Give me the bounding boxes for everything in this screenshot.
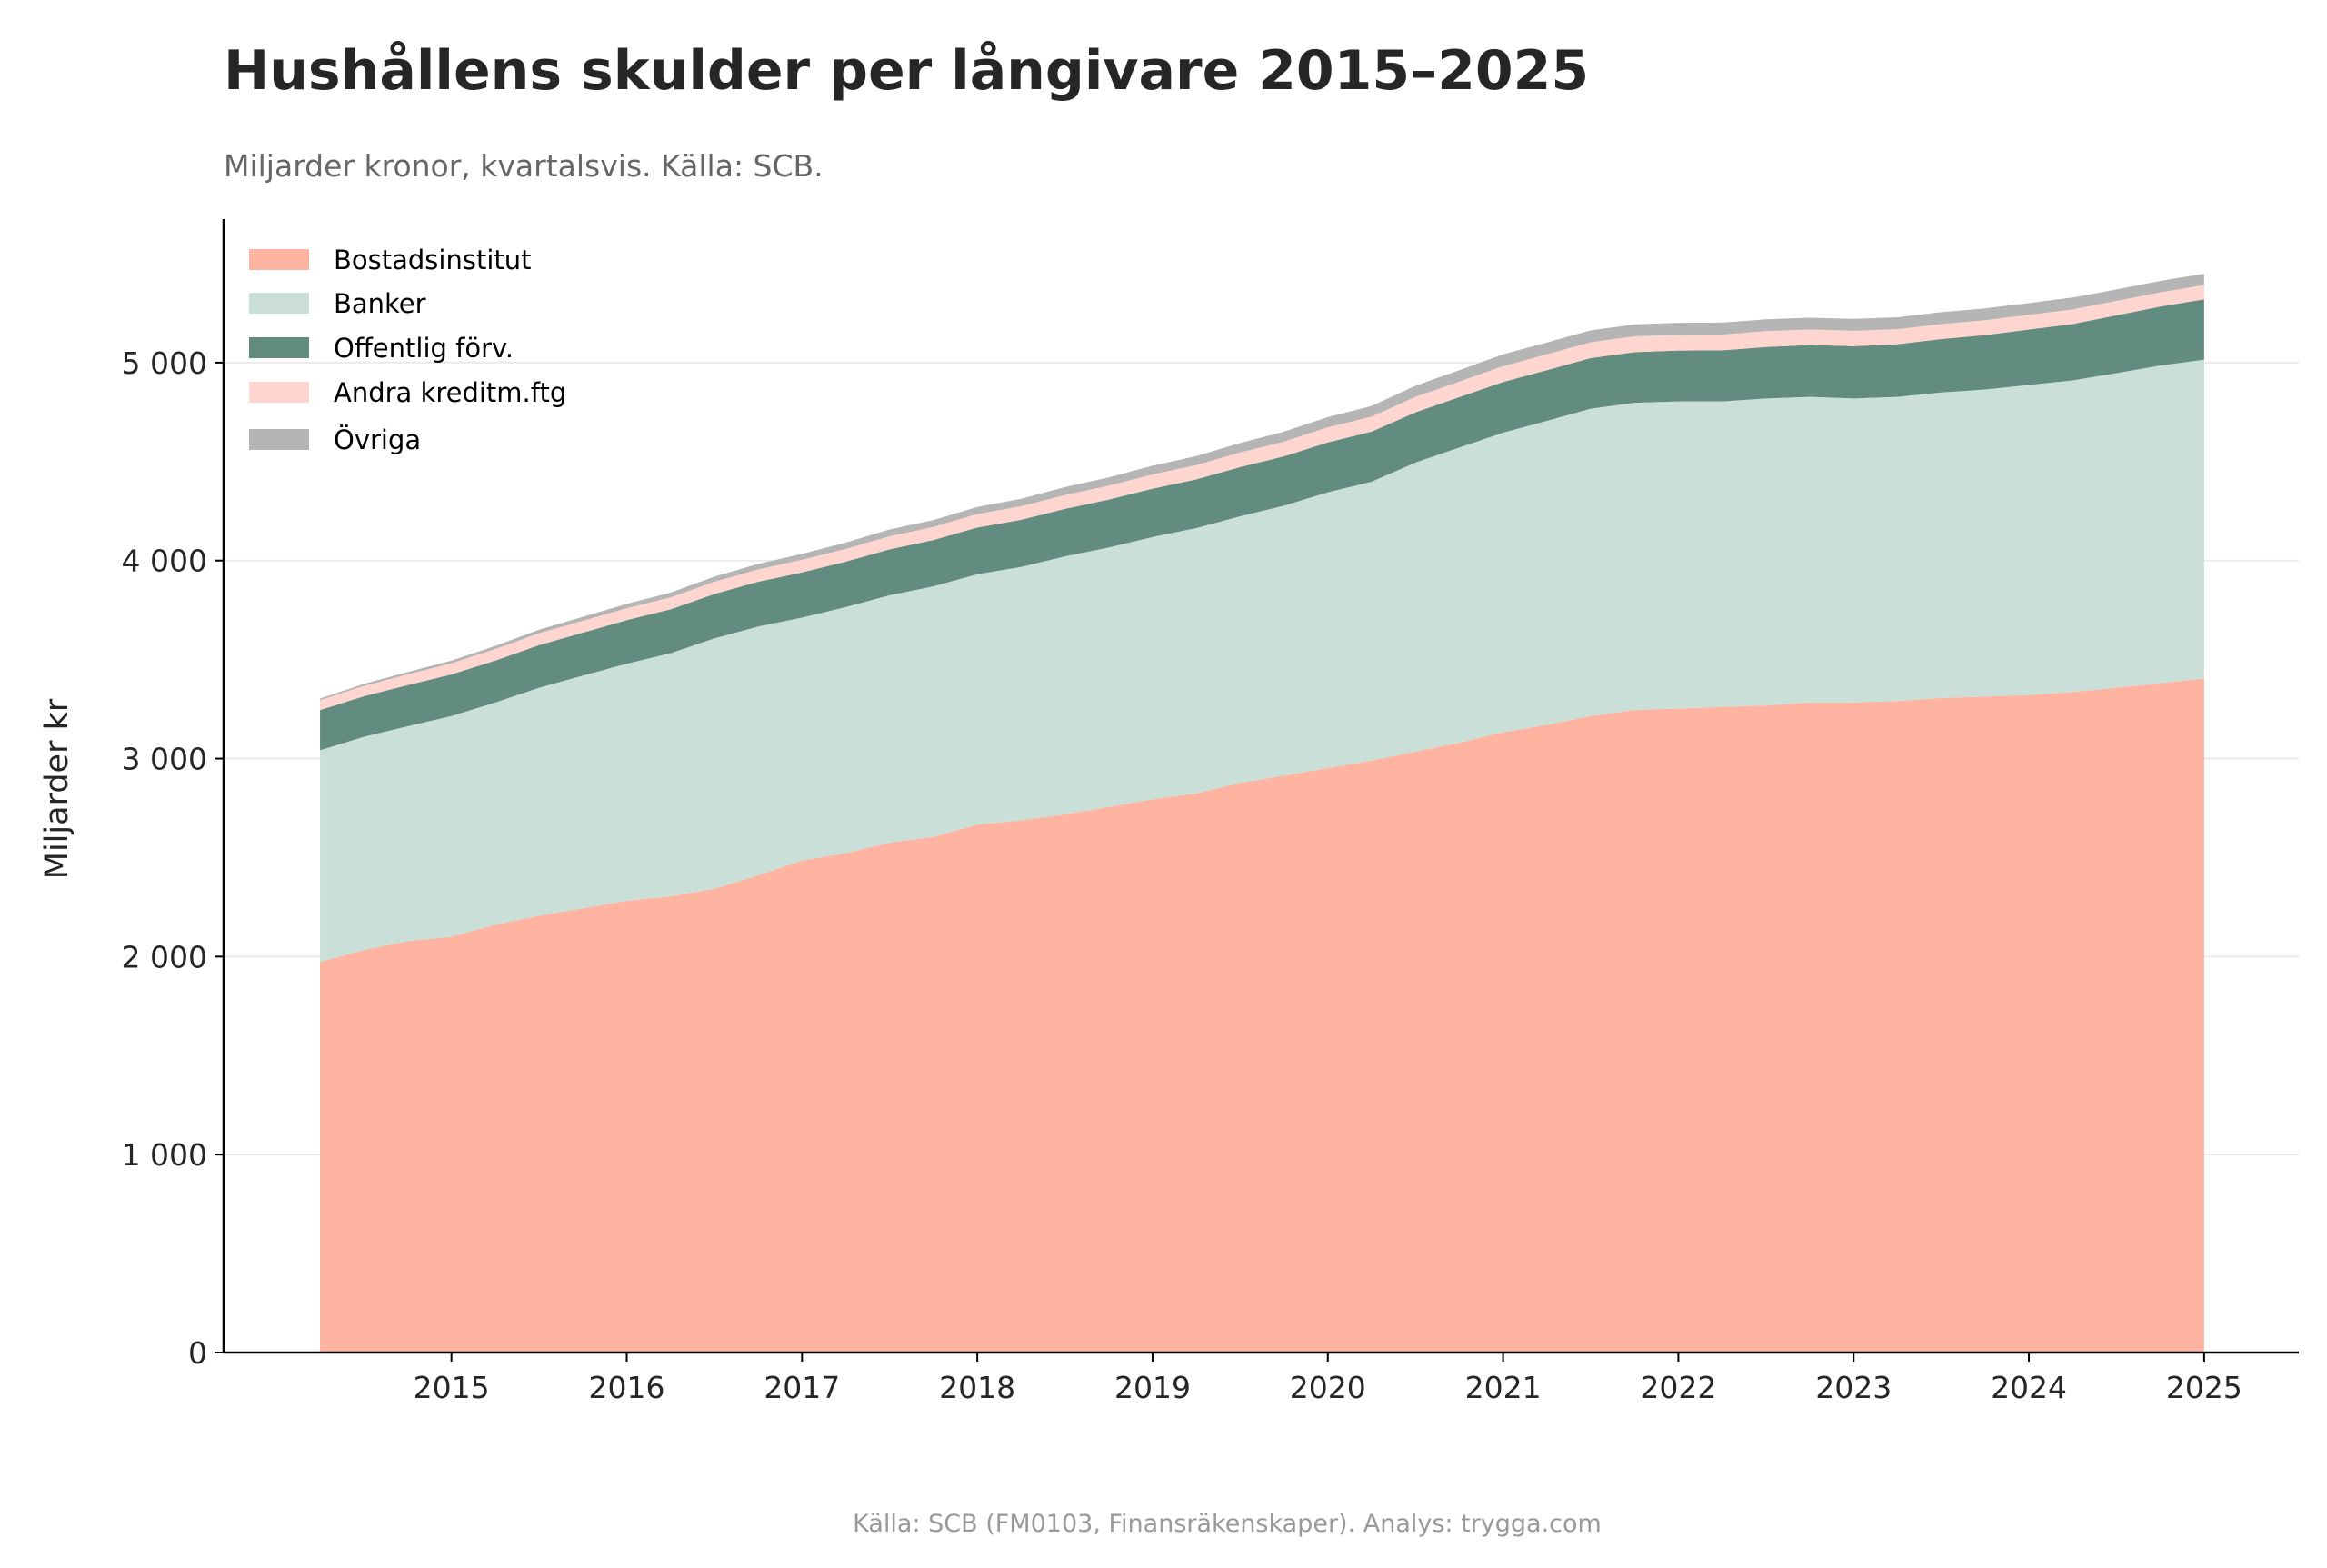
- area-bostadsinstitut: [320, 678, 2204, 1353]
- y-tick-label: 3 000: [122, 742, 207, 777]
- legend-swatch: [249, 293, 309, 314]
- areas: [320, 274, 2204, 1353]
- y-tick-label: 1 000: [122, 1137, 207, 1173]
- chart-title: Hushållens skulder per långivare 2015–20…: [224, 39, 1589, 103]
- legend-item: Övriga: [249, 424, 421, 455]
- legend-item: Bostadsinstitut: [249, 245, 532, 275]
- legend-label: Banker: [334, 288, 426, 319]
- area-banker: [320, 359, 2204, 963]
- x-tick-label: 2020: [1290, 1370, 1366, 1405]
- x-tick-label: 2025: [2166, 1370, 2242, 1405]
- chart-subtitle: Miljarder kronor, kvartalsvis. Källa: SC…: [224, 148, 824, 184]
- y-tick-label: 0: [188, 1335, 207, 1371]
- legend-swatch: [249, 249, 309, 270]
- area-övriga: [320, 274, 2204, 701]
- y-tick-label: 5 000: [122, 345, 207, 381]
- legend-swatch: [249, 382, 309, 403]
- legend-swatch: [249, 429, 309, 450]
- legend-item: Banker: [249, 288, 426, 319]
- legend-label: Bostadsinstitut: [334, 245, 532, 275]
- x-tick-label: 2021: [1465, 1370, 1542, 1405]
- chart-footer: Källa: SCB (FM0103, Finansräkenskaper). …: [853, 1510, 1602, 1538]
- y-ticks: 0 1 000 2 000 3 000 4 000 5 000: [122, 345, 224, 1371]
- x-tick-label: 2016: [588, 1370, 664, 1405]
- legend-label: Andra kreditm.ftg: [334, 377, 566, 408]
- y-tick-label: 4 000: [122, 544, 207, 579]
- legend-swatch: [249, 337, 309, 358]
- y-tick-label: 2 000: [122, 939, 207, 974]
- x-tick-label: 2023: [1815, 1370, 1892, 1405]
- legend-label: Offentlig förv.: [334, 333, 514, 364]
- x-tick-label: 2024: [1991, 1370, 2067, 1405]
- x-tick-label: 2018: [939, 1370, 1015, 1405]
- legend-item: Offentlig förv.: [249, 333, 514, 364]
- area-offentlig-förv-: [320, 299, 2204, 751]
- area-andra-kreditm-ftg: [320, 285, 2204, 711]
- x-ticks: 2015 2016 2017 2018 2019 2020 2021 2022 2023 2024…: [414, 1353, 2242, 1405]
- x-tick-label: 2017: [764, 1370, 840, 1405]
- legend-item: Andra kreditm.ftg: [249, 377, 566, 408]
- x-tick-label: 2015: [414, 1370, 490, 1405]
- legend-label: Övriga: [334, 424, 421, 455]
- axes: [222, 219, 2299, 1354]
- x-tick-label: 2022: [1640, 1370, 1716, 1405]
- y-axis-label: Miljarder kr: [39, 698, 75, 879]
- legend: Bostadsinstitut Banker Offentlig förv. Andr…: [249, 245, 566, 455]
- x-tick-label: 2019: [1114, 1370, 1191, 1405]
